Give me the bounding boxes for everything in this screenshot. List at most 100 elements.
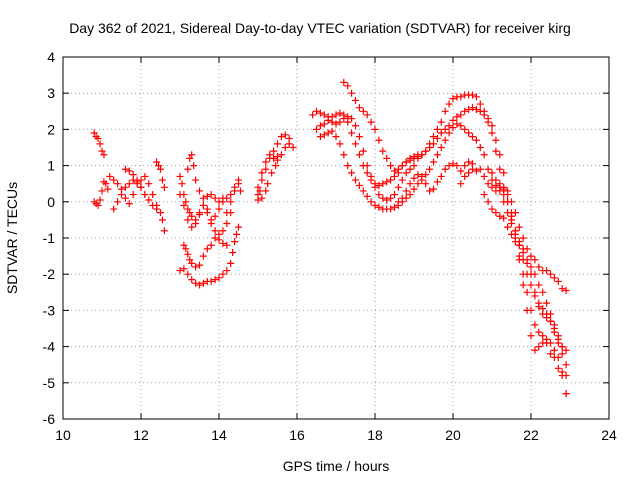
data-point [178, 180, 186, 188]
data-point [270, 147, 278, 155]
data-point [215, 236, 223, 244]
data-point [488, 122, 496, 130]
data-point [465, 158, 473, 166]
data-point [332, 120, 340, 128]
data-point [98, 147, 106, 155]
data-point [449, 160, 457, 168]
y-tick-label: -5 [43, 375, 56, 391]
series-arc-u [457, 165, 570, 294]
data-point [157, 165, 164, 173]
data-point [352, 96, 359, 104]
data-point [114, 180, 122, 188]
data-point [340, 111, 348, 119]
series-arc-i [180, 234, 231, 271]
data-point [192, 263, 200, 271]
data-point [492, 136, 500, 144]
data-point [426, 165, 434, 173]
data-point [535, 281, 543, 289]
data-point [391, 203, 398, 211]
data-point [277, 133, 285, 141]
data-point [272, 162, 280, 170]
data-point [180, 265, 188, 273]
data-point [484, 165, 492, 173]
data-point [406, 191, 414, 199]
data-point [223, 267, 231, 275]
data-point [527, 252, 535, 260]
data-point [406, 154, 414, 162]
y-tick-label: -2 [43, 266, 56, 282]
data-point [268, 169, 276, 177]
data-point [484, 198, 492, 206]
data-point [199, 252, 207, 260]
y-tick-label: 2 [47, 121, 55, 137]
data-point [410, 174, 418, 182]
data-point [387, 176, 395, 184]
data-point [367, 198, 375, 206]
data-point [371, 180, 379, 188]
data-point [441, 136, 449, 144]
data-point [472, 167, 480, 175]
data-point [453, 162, 461, 170]
data-point [387, 194, 395, 202]
data-point [402, 169, 410, 177]
data-point [184, 270, 192, 278]
data-point [398, 162, 406, 170]
data-point [355, 151, 363, 159]
data-point [363, 169, 371, 177]
data-point [110, 176, 118, 184]
data-point [394, 183, 402, 191]
data-point [215, 205, 223, 213]
data-point [182, 245, 190, 253]
data-point [406, 180, 414, 188]
data-point [496, 212, 504, 220]
data-point [96, 196, 104, 204]
data-point [211, 227, 219, 235]
data-point [387, 162, 395, 170]
data-point [414, 171, 422, 179]
data-point [402, 158, 410, 166]
data-point [430, 185, 437, 193]
data-point [207, 191, 215, 199]
data-point [281, 144, 289, 151]
data-point [375, 203, 383, 211]
data-point [511, 209, 519, 217]
chart-title: Day 362 of 2021, Sidereal Day-to-day VTE… [69, 20, 571, 36]
data-point [519, 248, 527, 256]
data-point [527, 332, 535, 340]
data-point [264, 180, 272, 188]
plot-frame [62, 56, 610, 420]
data-point [96, 140, 104, 148]
series-arc-j [176, 191, 227, 231]
data-point [461, 125, 469, 133]
data-point [203, 205, 211, 213]
data-point [336, 109, 344, 117]
data-point [414, 180, 422, 188]
data-point [145, 196, 153, 204]
data-point [500, 191, 508, 199]
data-point [125, 200, 133, 208]
data-point [511, 238, 519, 246]
data-point [192, 220, 200, 228]
y-tick-label: -1 [43, 230, 56, 246]
data-point [562, 286, 570, 294]
data-point [158, 176, 166, 184]
data-point [258, 176, 266, 184]
data-point [547, 339, 554, 347]
data-point [352, 122, 359, 130]
data-point [476, 144, 484, 151]
data-point [523, 270, 531, 278]
data-point [496, 151, 504, 159]
data-point [531, 321, 539, 329]
data-point [437, 172, 445, 180]
data-point [359, 107, 367, 115]
data-point [453, 120, 461, 128]
data-point [515, 223, 523, 231]
data-point [508, 212, 515, 220]
data-point [457, 93, 465, 101]
data-point [309, 111, 317, 119]
y-tick-label: 1 [47, 158, 55, 174]
data-point [149, 191, 157, 199]
data-point [426, 187, 434, 195]
